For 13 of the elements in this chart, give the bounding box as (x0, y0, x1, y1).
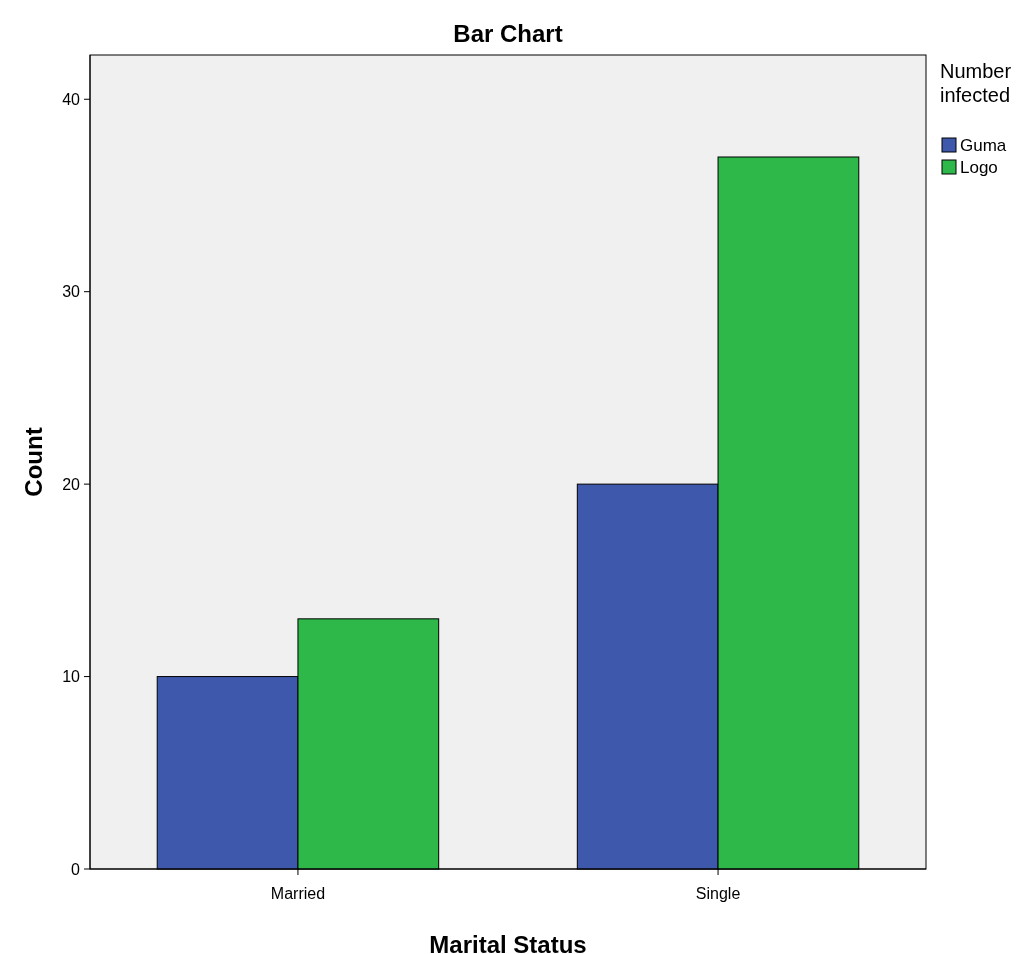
legend-label: Logo (960, 157, 998, 177)
x-axis-title: Marital Status (429, 931, 587, 954)
y-axis-title: Count (20, 427, 47, 497)
legend-title: Number infected (940, 60, 1012, 106)
x-tick-label: Single (695, 885, 741, 902)
y-tick-label: 10 (62, 668, 81, 686)
y-tick-label: 20 (62, 475, 81, 493)
y-tick-label: 40 (62, 90, 81, 108)
y-tick-label: 0 (71, 860, 81, 878)
y-tick-label: 30 (62, 283, 81, 301)
legend-label: Guma (960, 135, 1007, 155)
chart-title: Bar Chart (453, 20, 563, 47)
x-tick-label: Married (270, 885, 326, 902)
